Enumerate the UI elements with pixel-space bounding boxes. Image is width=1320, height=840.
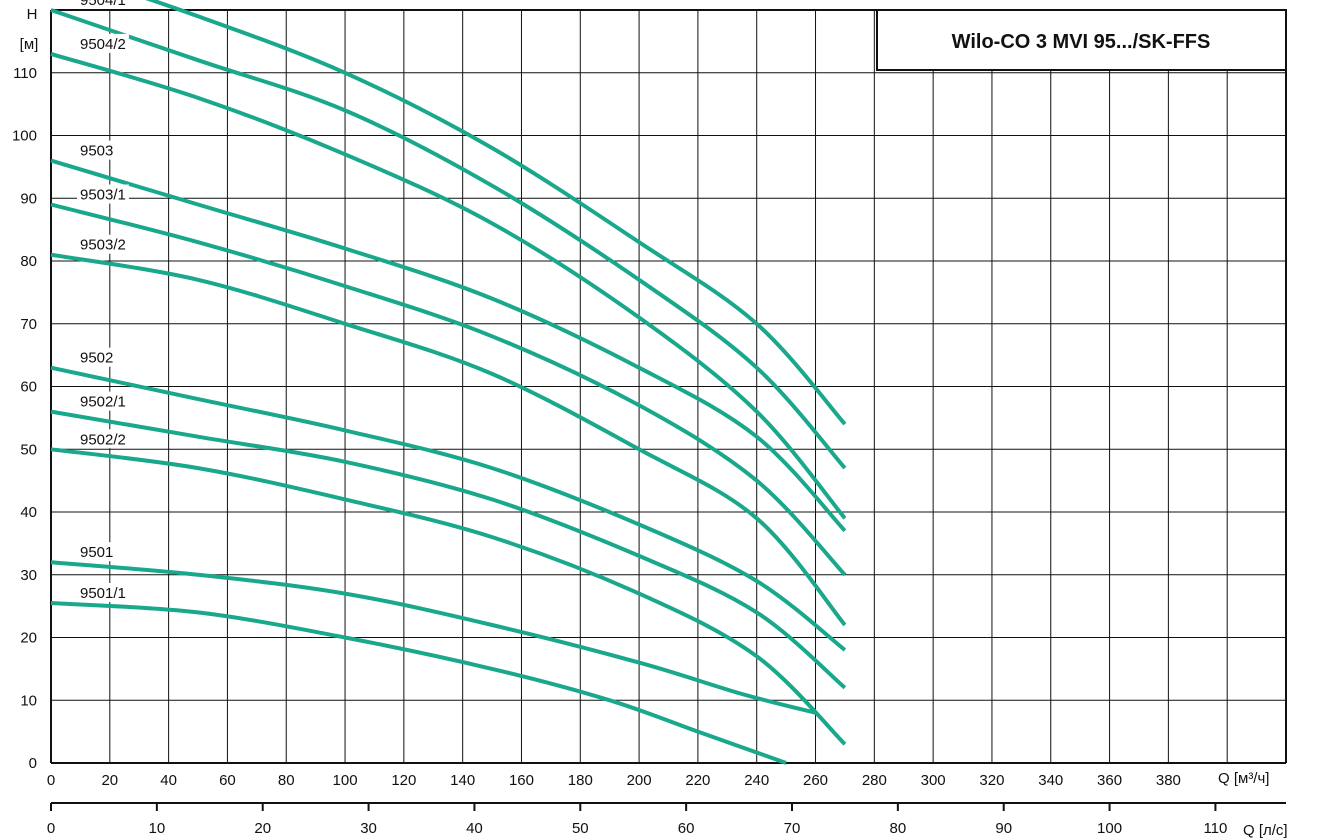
- curve-9503-2: [50, 252, 847, 627]
- curve-label-bg: [77, 391, 129, 411]
- x-tick-label: 260: [803, 772, 828, 789]
- curve-label: 9501: [80, 544, 113, 561]
- secondary-tick-label: 60: [678, 820, 695, 837]
- secondary-tick-label: 0: [47, 820, 55, 837]
- curve-9504-1: [50, 8, 847, 470]
- curve-label: 9503/2: [80, 237, 126, 254]
- x-axis-ticks: 0 20 40 60 80 100 120 140 160 180 200 220 240 260 280 3…: [47, 772, 1181, 789]
- secondary-tick-label: 40: [466, 820, 483, 837]
- y-tick-label: 0: [29, 755, 37, 772]
- curve-label-bg: [77, 140, 117, 160]
- y-tick-label: 50: [20, 441, 37, 458]
- curve-9502-1: [50, 409, 847, 690]
- curve-9503-1: [50, 202, 847, 577]
- curve-label: 9502: [80, 350, 113, 367]
- secondary-tick-label: 30: [360, 820, 377, 837]
- secondary-x-axis: 0 10 20 30 40 50 60 70 80 90 100 110: [47, 802, 1286, 837]
- x-tick-label: 180: [568, 772, 593, 789]
- curve-label: 9503/1: [80, 187, 126, 204]
- curve-label-bg: [77, 234, 129, 254]
- x-tick-label: 80: [278, 772, 295, 789]
- x-tick-label: 100: [333, 772, 358, 789]
- x-tick-label: 40: [160, 772, 177, 789]
- secondary-tick-label: 90: [995, 820, 1012, 837]
- curve-9501: [50, 560, 816, 715]
- curve-label-bg: [77, 542, 117, 562]
- curves: [50, 0, 847, 765]
- curve-label-bg: [77, 0, 129, 9]
- y-tick-label: 10: [20, 692, 37, 709]
- y-tick-label: 20: [20, 630, 37, 647]
- curve-label-bg: [77, 429, 129, 449]
- y-tick-label: 70: [20, 316, 37, 333]
- curve-9502-2: [50, 447, 847, 746]
- x-tick-label: 160: [509, 772, 534, 789]
- x-tick-label: 240: [744, 772, 769, 789]
- x-tick-label: 120: [391, 772, 416, 789]
- x-tick-label: 200: [627, 772, 652, 789]
- curve-label: 9504/2: [80, 36, 126, 53]
- curve-label-bg: [77, 347, 117, 367]
- curve-label-bg: [77, 184, 129, 204]
- x-axis-label: Q [м³/ч]: [1218, 770, 1269, 787]
- y-tick-label: 100: [12, 128, 37, 145]
- x-axis-secondary-label: Q [л/с]: [1243, 822, 1288, 839]
- x-tick-label: 340: [1038, 772, 1063, 789]
- y-tick-label: 110: [13, 65, 37, 82]
- curve-label: 9502/2: [80, 431, 126, 448]
- y-axis-label-unit: [м]: [20, 36, 39, 53]
- secondary-tick-label: 10: [149, 820, 166, 837]
- x-tick-label: 220: [685, 772, 710, 789]
- curve-9504-2: [50, 51, 847, 520]
- chart-title: Wilo-CO 3 MVI 95.../SK-FFS: [952, 31, 1211, 53]
- curve-9502: [50, 365, 847, 652]
- y-tick-label: 60: [20, 379, 37, 396]
- curve-label: 9501/1: [80, 585, 126, 602]
- x-tick-label: 140: [450, 772, 475, 789]
- y-axis-ticks: 0 10 20 30 40 50 60 70 80 90 100 110: [12, 65, 37, 772]
- curve-9504: [145, 0, 847, 426]
- curve-labels: 95049504/19504/295039503/19503/295029502…: [77, 0, 129, 602]
- x-tick-label: 280: [862, 772, 887, 789]
- x-tick-label: 320: [979, 772, 1004, 789]
- secondary-tick-label: 50: [572, 820, 589, 837]
- y-tick-label: 80: [20, 253, 37, 270]
- x-tick-label: 20: [101, 772, 118, 789]
- secondary-tick-label: 110: [1203, 820, 1227, 837]
- x-tick-label: 360: [1097, 772, 1122, 789]
- x-tick-label: 300: [921, 772, 946, 789]
- y-tick-label: 90: [20, 190, 37, 207]
- title-box: Wilo-CO 3 MVI 95.../SK-FFS: [876, 9, 1287, 71]
- curve-9501-1: [50, 601, 787, 765]
- curve-label: 9503: [80, 143, 113, 160]
- x-tick-label: 0: [47, 772, 55, 789]
- grid: [50, 9, 1287, 764]
- curve-label-bg: [77, 33, 129, 53]
- secondary-tick-label: 80: [890, 820, 907, 837]
- y-tick-label: 30: [20, 567, 37, 584]
- y-tick-label: 40: [20, 504, 37, 521]
- secondary-tick-label: 100: [1097, 820, 1122, 837]
- y-axis-label-top: H: [27, 6, 38, 23]
- secondary-tick-label: 20: [254, 820, 271, 837]
- secondary-tick-label: 70: [784, 820, 801, 837]
- curve-9503: [50, 158, 847, 533]
- x-tick-label: 380: [1156, 772, 1181, 789]
- x-tick-label: 60: [219, 772, 236, 789]
- curve-label: 9504/1: [80, 0, 126, 9]
- curve-label-bg: [77, 582, 129, 602]
- curve-label: 9502/1: [80, 394, 126, 411]
